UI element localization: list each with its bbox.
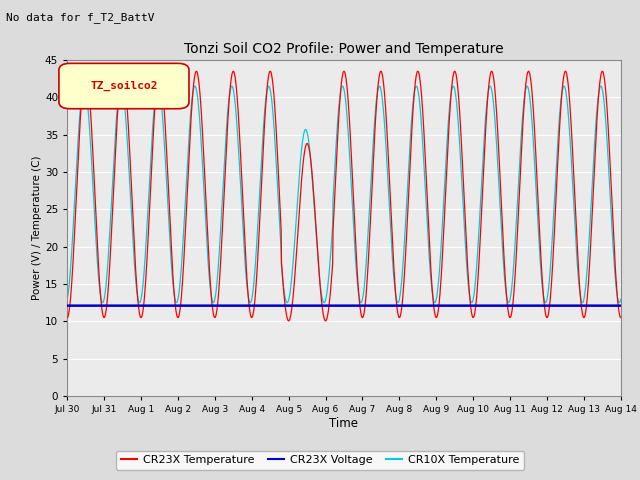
Y-axis label: Power (V) / Temperature (C): Power (V) / Temperature (C)	[32, 156, 42, 300]
Text: No data for f_T2_BattV: No data for f_T2_BattV	[6, 12, 155, 23]
Title: Tonzi Soil CO2 Profile: Power and Temperature: Tonzi Soil CO2 Profile: Power and Temper…	[184, 42, 504, 56]
Text: TZ_soilco2: TZ_soilco2	[90, 81, 158, 91]
FancyBboxPatch shape	[59, 63, 189, 109]
X-axis label: Time: Time	[330, 417, 358, 430]
Legend: CR23X Temperature, CR23X Voltage, CR10X Temperature: CR23X Temperature, CR23X Voltage, CR10X …	[116, 451, 524, 469]
